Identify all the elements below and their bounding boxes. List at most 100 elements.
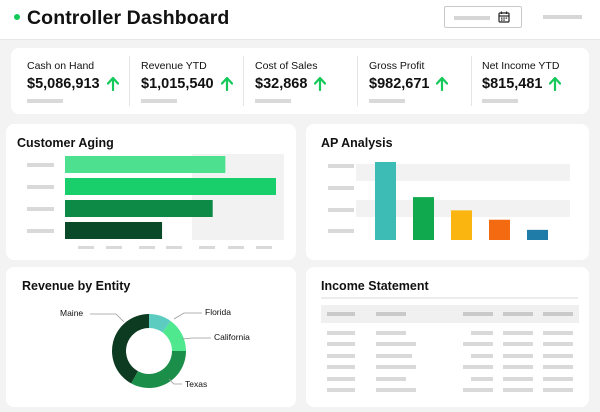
table-cell xyxy=(376,354,412,358)
legend-label-california: California xyxy=(214,332,250,342)
table-cell xyxy=(463,365,493,369)
panel-title: AP Analysis xyxy=(321,136,393,150)
arrow-up-icon xyxy=(314,77,327,91)
table-row xyxy=(327,365,573,369)
bar xyxy=(65,156,226,173)
panel-title: Income Statement xyxy=(321,279,429,293)
status-dot xyxy=(14,14,20,20)
grid-band xyxy=(356,164,570,181)
table-cell xyxy=(327,331,355,335)
y-tick-placeholder xyxy=(328,186,354,190)
kpi-label: Revenue YTD xyxy=(141,60,207,72)
table-cell xyxy=(376,342,416,346)
ap-analysis-chart xyxy=(328,162,570,240)
table-header-cell xyxy=(543,312,573,316)
leader-line xyxy=(181,337,211,340)
x-tick-placeholder xyxy=(199,246,215,249)
table-row xyxy=(327,377,573,381)
kpi-net-income-ytd[interactable]: Net Income YTD $815,481 xyxy=(482,48,586,114)
bar xyxy=(451,210,472,240)
table-cell xyxy=(543,354,573,358)
kpi-revenue-ytd[interactable]: Revenue YTD $1,015,540 xyxy=(141,48,241,114)
kpi-cash-on-hand[interactable]: Cash on Hand $5,086,913 xyxy=(27,48,127,114)
table-cell xyxy=(543,342,573,346)
kpi-cost-of-sales[interactable]: Cost of Sales $32,868 xyxy=(255,48,355,114)
leader-lines xyxy=(90,312,211,385)
table-cell xyxy=(503,365,533,369)
bar xyxy=(65,200,213,217)
bar xyxy=(65,222,163,239)
kpi-divider xyxy=(243,56,244,106)
table-cell xyxy=(543,388,573,392)
table-header-cell xyxy=(463,312,493,316)
table-cell xyxy=(327,354,355,358)
panel-title: Customer Aging xyxy=(17,136,114,150)
revenue-donut-chart xyxy=(90,312,211,388)
kpi-subtext-placeholder xyxy=(482,99,518,103)
header-bar: Controller Dashboard xyxy=(0,0,600,40)
kpi-gross-profit[interactable]: Gross Profit $982,671 xyxy=(369,48,469,114)
kpi-subtext-placeholder xyxy=(369,99,405,103)
table-header-cell xyxy=(327,312,355,316)
table-cell xyxy=(327,365,355,369)
customer-aging-panel: Customer Aging xyxy=(6,124,296,260)
table-rows xyxy=(327,312,573,392)
kpi-value: $5,086,913 xyxy=(27,76,100,92)
table-header-cell xyxy=(376,312,406,316)
x-tick-placeholders xyxy=(78,246,272,249)
date-range-picker[interactable] xyxy=(444,6,522,28)
kpi-label: Cost of Sales xyxy=(255,60,318,72)
table-cell xyxy=(376,365,416,369)
table-cell xyxy=(463,342,493,346)
table-cell xyxy=(327,388,355,392)
table-cell xyxy=(503,388,533,392)
table-row xyxy=(327,354,573,358)
donut-slice xyxy=(131,351,186,388)
y-tick-placeholder xyxy=(328,164,354,168)
kpi-subtext-placeholder xyxy=(27,99,63,103)
table-cell xyxy=(376,377,406,381)
category-label-placeholder xyxy=(27,185,54,189)
kpi-value: $815,481 xyxy=(482,76,543,92)
category-label-placeholder xyxy=(27,229,54,233)
page-title: Controller Dashboard xyxy=(27,7,230,29)
calendar-icon xyxy=(498,11,510,23)
kpi-label: Net Income YTD xyxy=(482,60,560,72)
legend-label-maine: Maine xyxy=(60,308,84,318)
leader-line xyxy=(173,312,202,320)
table-header-cell xyxy=(503,312,533,316)
bar xyxy=(413,197,434,240)
x-tick-placeholder xyxy=(166,246,182,249)
legend-label-florida: Florida xyxy=(205,307,231,317)
table-row xyxy=(327,331,573,335)
leader-line xyxy=(168,378,182,385)
bar xyxy=(527,229,548,240)
arrow-up-icon xyxy=(220,77,233,91)
table-cell xyxy=(471,331,493,335)
table-cell xyxy=(463,388,493,392)
table-cell xyxy=(327,377,355,381)
table-cell xyxy=(503,354,533,358)
table-cell xyxy=(376,388,416,392)
y-tick-placeholders xyxy=(328,164,354,233)
x-tick-placeholder xyxy=(106,246,122,249)
table-cell xyxy=(376,331,406,335)
header-menu-placeholder[interactable] xyxy=(543,15,582,19)
kpi-value: $1,015,540 xyxy=(141,76,214,92)
table-cell xyxy=(543,365,573,369)
table-cell xyxy=(327,342,355,346)
table-row xyxy=(327,388,573,392)
x-tick-placeholder xyxy=(228,246,244,249)
table-cell xyxy=(471,377,493,381)
y-tick-placeholder xyxy=(328,208,354,212)
kpi-label: Gross Profit xyxy=(369,60,425,72)
bars xyxy=(65,156,276,239)
leader-line xyxy=(90,313,125,323)
grid-band xyxy=(356,200,570,217)
kpi-subtext-placeholder xyxy=(141,99,177,103)
kpi-divider xyxy=(129,56,130,106)
arrow-up-icon xyxy=(549,77,562,91)
table-cell xyxy=(503,342,533,346)
kpi-value: $32,868 xyxy=(255,76,308,92)
x-tick-placeholder xyxy=(139,246,155,249)
